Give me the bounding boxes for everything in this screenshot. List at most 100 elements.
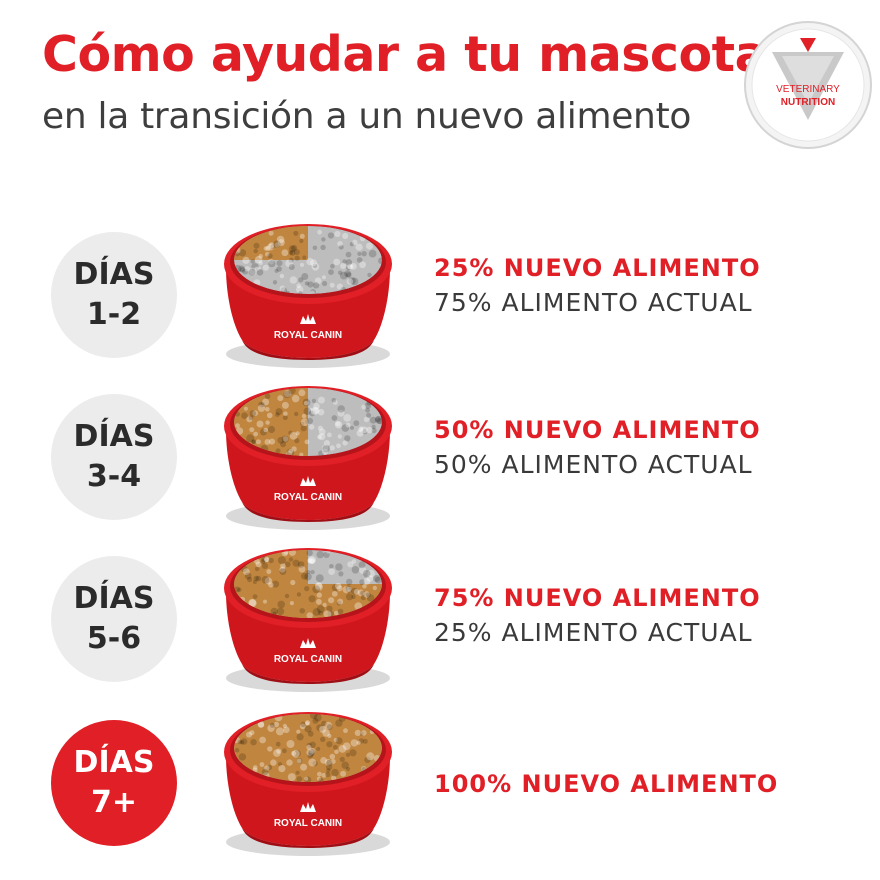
kibble-piece xyxy=(312,282,320,289)
kibble-piece xyxy=(264,765,270,771)
badge-line-2: NUTRITION xyxy=(781,97,835,108)
kibble-piece xyxy=(308,750,314,757)
kibble-piece xyxy=(363,591,370,598)
kibble-piece xyxy=(312,263,318,268)
kibble-piece xyxy=(308,758,317,767)
kibble-piece xyxy=(330,759,336,764)
kibble-piece xyxy=(262,398,270,406)
kibble-piece xyxy=(353,589,360,595)
kibble-piece xyxy=(298,291,303,294)
kibble-piece xyxy=(342,259,347,264)
kibble-piece xyxy=(326,768,331,773)
kibble-piece xyxy=(300,418,309,427)
royal-canin-logo: ROYAL CANIN xyxy=(274,802,342,829)
kibble-piece xyxy=(299,233,305,239)
transition-step-4: DÍAS 7+ ROYAL CANIN 100% NUEVO ALIMENTO xyxy=(0,712,880,856)
kibble-piece xyxy=(328,597,335,604)
kibble-piece xyxy=(304,776,312,782)
kibble-piece xyxy=(345,251,352,258)
kibble-piece xyxy=(342,586,350,594)
kibble-piece xyxy=(276,260,283,267)
day-range: 7+ xyxy=(90,785,137,820)
kibble-piece xyxy=(315,582,322,590)
kibble-piece xyxy=(269,722,275,728)
kibble-piece xyxy=(241,412,248,419)
kibble-piece xyxy=(337,598,344,605)
kibble-piece xyxy=(308,748,316,756)
kibble-piece xyxy=(267,746,273,752)
kibble-piece xyxy=(309,424,315,430)
kibble-piece xyxy=(350,739,358,747)
kibble-piece xyxy=(333,258,341,266)
kibble-piece xyxy=(357,251,362,256)
kibble-piece xyxy=(275,727,284,736)
transition-step-2: DÍAS 3-4 ROYAL CANIN 50% NUEVO ALIMENTO … xyxy=(0,386,880,530)
kibble-piece xyxy=(276,607,285,616)
kibble-piece xyxy=(343,728,348,734)
kibble-piece xyxy=(342,742,351,751)
kibble-piece xyxy=(268,438,275,445)
kibble-piece xyxy=(257,404,266,412)
kibble-piece xyxy=(320,757,327,764)
kibble-piece xyxy=(249,427,255,433)
kibble-piece xyxy=(336,283,343,290)
kibble-piece xyxy=(326,605,333,612)
kibble-piece xyxy=(296,758,302,764)
kibble-piece xyxy=(272,580,280,588)
kibble-piece xyxy=(336,600,342,606)
kibble-piece xyxy=(328,568,335,575)
kibble-piece xyxy=(351,566,360,574)
kibble-piece xyxy=(359,261,366,269)
current-food-percent: 75% ALIMENTO ACTUAL xyxy=(434,288,753,317)
kibble-piece xyxy=(254,566,260,572)
kibble-piece xyxy=(345,422,351,428)
kibble-piece xyxy=(367,569,375,578)
kibble-piece xyxy=(351,559,357,564)
kibble-piece xyxy=(312,245,318,251)
kibble-piece xyxy=(276,235,285,244)
kibble-piece xyxy=(321,772,327,778)
kibble-piece xyxy=(252,410,259,416)
kibble-piece xyxy=(290,579,296,586)
kibble-piece xyxy=(270,607,278,615)
kibble-piece xyxy=(309,290,315,294)
kibble-piece xyxy=(362,738,368,744)
kibble-piece xyxy=(319,725,327,733)
kibble-piece xyxy=(237,739,243,745)
kibble-piece xyxy=(276,748,282,754)
kibble-piece xyxy=(242,256,250,264)
day-circle: DÍAS 1-2 xyxy=(51,232,177,358)
kibble-piece xyxy=(266,764,273,771)
royal-canin-logo: ROYAL CANIN xyxy=(274,314,342,341)
kibble-piece xyxy=(284,593,290,599)
kibble-piece xyxy=(303,400,309,406)
kibble-piece xyxy=(348,277,356,285)
kibble-piece xyxy=(339,756,345,762)
kibble-piece xyxy=(306,742,312,748)
kibble-piece xyxy=(293,249,300,256)
kibble-piece xyxy=(281,401,289,409)
kibble-piece xyxy=(293,749,301,758)
bowl-food xyxy=(234,388,382,456)
kibble-piece xyxy=(316,724,324,732)
kibble-piece xyxy=(362,428,368,435)
kibble-piece xyxy=(342,440,348,446)
day-range: 5-6 xyxy=(86,621,142,656)
kibble-piece xyxy=(235,252,240,257)
kibble-piece xyxy=(309,410,316,417)
kibble-piece xyxy=(299,452,304,456)
kibble-piece xyxy=(267,724,275,732)
kibble-piece xyxy=(337,608,344,615)
kibble-piece xyxy=(266,412,273,419)
kibble-piece xyxy=(316,746,321,751)
kibble-piece xyxy=(263,246,268,251)
kibble-piece xyxy=(363,416,370,423)
kibble-piece xyxy=(308,557,315,565)
kibble-piece xyxy=(279,566,286,573)
kibble-piece xyxy=(260,559,266,565)
kibble-piece xyxy=(329,753,336,760)
kibble-piece xyxy=(252,580,257,584)
kibble-piece xyxy=(294,411,299,417)
kibble-piece xyxy=(330,264,335,269)
kibble-piece xyxy=(320,736,326,743)
